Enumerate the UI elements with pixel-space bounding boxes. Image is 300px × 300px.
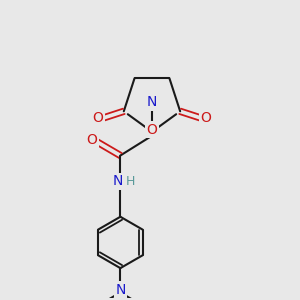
Text: O: O bbox=[93, 111, 104, 125]
Text: N: N bbox=[147, 95, 157, 109]
Text: H: H bbox=[126, 175, 135, 188]
Text: O: O bbox=[86, 133, 97, 147]
Text: N: N bbox=[112, 174, 123, 188]
Text: O: O bbox=[200, 111, 211, 125]
Text: N: N bbox=[115, 283, 125, 297]
Text: O: O bbox=[146, 123, 158, 137]
